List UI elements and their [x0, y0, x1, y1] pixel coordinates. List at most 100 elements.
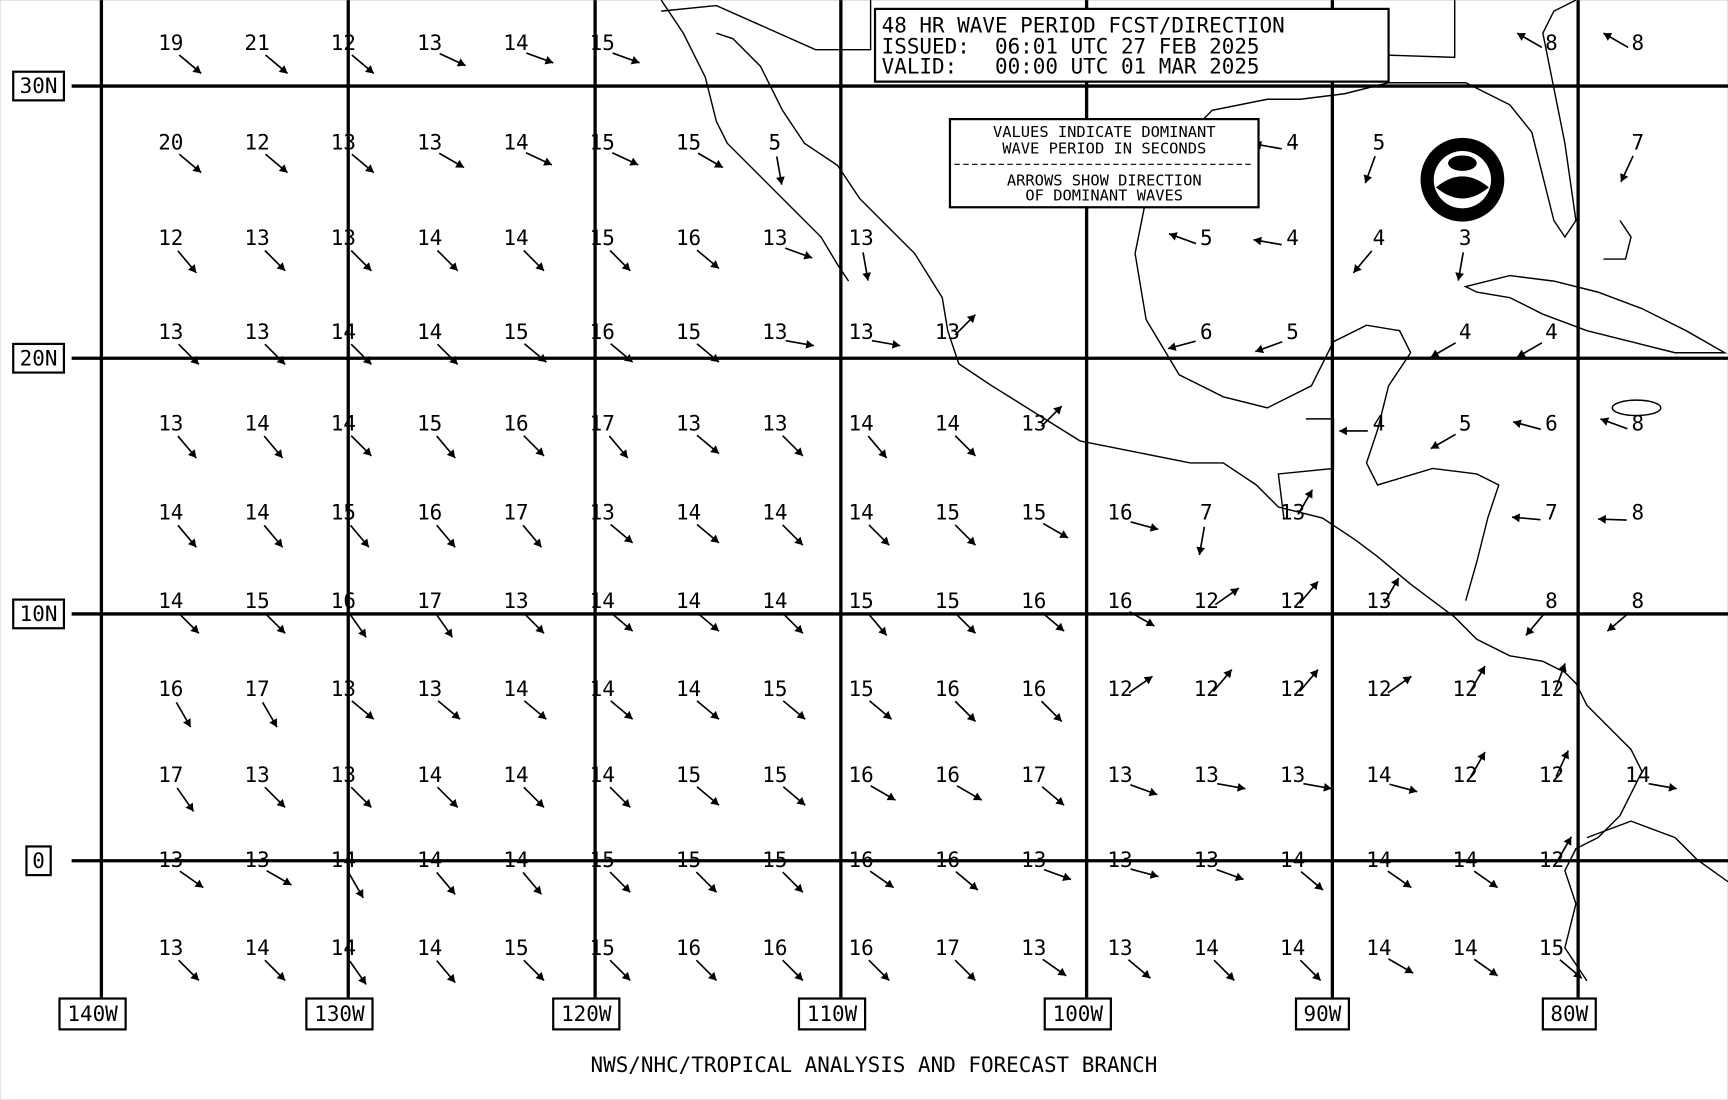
direction-arrow — [1387, 675, 1412, 694]
wave-period: 17 — [158, 763, 183, 787]
direction-arrow — [438, 152, 465, 169]
wave-period: 20 — [158, 130, 183, 154]
direction-arrow — [1040, 700, 1063, 723]
arrow-head — [449, 355, 458, 365]
wave-period: 14 — [1453, 936, 1478, 960]
wave-period: 3 — [1459, 226, 1472, 250]
direction-arrow — [954, 524, 977, 546]
arrow-head — [972, 792, 982, 801]
arrow-head — [710, 445, 719, 454]
direction-arrow — [437, 700, 461, 720]
wave-period: 13 — [762, 320, 787, 344]
arrow-head — [1477, 751, 1485, 761]
arrow-head — [1323, 782, 1332, 792]
direction-arrow — [523, 343, 547, 363]
direction-arrow — [954, 612, 977, 634]
arrow-head — [1391, 577, 1399, 587]
direction-arrow — [522, 524, 543, 548]
wave-period: 17 — [417, 589, 442, 613]
direction-arrow — [775, 156, 785, 185]
arrow-head — [1488, 967, 1498, 976]
wave-period: 16 — [1107, 589, 1132, 613]
direction-arrow — [1167, 340, 1196, 351]
arrow-head — [360, 538, 369, 548]
wave-period: 15 — [935, 501, 960, 525]
wave-period: 15 — [762, 677, 787, 701]
wave-period: 13 — [158, 320, 183, 344]
wave-period: 14 — [762, 501, 787, 525]
wave-period: 15 — [417, 411, 442, 435]
noaa-logo — [1420, 137, 1505, 222]
longitude-label: 120W — [561, 1002, 612, 1026]
wave-period: 16 — [1021, 677, 1046, 701]
direction-arrow — [1255, 340, 1283, 354]
wave-period: 16 — [849, 936, 874, 960]
arrow-head — [878, 626, 887, 636]
arrow-head — [1363, 174, 1373, 184]
wave-period: 12 — [1539, 677, 1564, 701]
direction-arrow — [435, 613, 454, 638]
wave-period: 16 — [1107, 501, 1132, 525]
wave-period: 12 — [1366, 677, 1391, 701]
arrow-head — [1402, 879, 1412, 888]
arrow-head — [1430, 349, 1440, 358]
arrow-head — [1312, 971, 1321, 981]
wave-period: 13 — [935, 320, 960, 344]
wave-period: 14 — [676, 677, 701, 701]
arrow-head — [1149, 523, 1159, 532]
arrow-head — [710, 260, 719, 269]
wave-period: 13 — [158, 848, 183, 872]
arrow-head — [1477, 666, 1485, 675]
wave-period: 4 — [1286, 130, 1299, 154]
wave-period: 17 — [245, 677, 270, 701]
direction-arrow — [696, 434, 720, 455]
direction-arrow — [439, 52, 466, 67]
arrow-head — [1339, 426, 1347, 436]
direction-arrow — [264, 249, 286, 272]
wave-period: 13 — [158, 936, 183, 960]
direction-arrow — [1602, 32, 1629, 49]
wave-period: 15 — [590, 936, 615, 960]
arrow-head — [794, 536, 803, 546]
arrow-head — [192, 65, 202, 74]
arrow-head — [187, 449, 197, 458]
direction-arrow — [609, 786, 631, 809]
wave-period: 16 — [849, 763, 874, 787]
wave-period: 17 — [503, 501, 528, 525]
arrow-head — [805, 339, 814, 349]
wave-period: 8 — [1631, 411, 1644, 435]
header-line: 48 HR WAVE PERIOD FCST/DIRECTION — [882, 14, 1285, 38]
arrow-head — [192, 164, 202, 173]
wave-period: 15 — [676, 848, 701, 872]
arrow-head — [621, 798, 631, 808]
direction-arrow — [695, 959, 718, 982]
wave-period: 14 — [503, 130, 528, 154]
direction-arrow — [351, 700, 375, 720]
wave-period: 14 — [158, 589, 183, 613]
arrow-head — [1055, 796, 1065, 806]
arrow-head — [1517, 349, 1526, 358]
direction-arrow — [868, 524, 890, 546]
arrow-head — [1141, 969, 1151, 979]
direction-arrow — [954, 435, 977, 457]
wave-period: 14 — [676, 589, 701, 613]
direction-arrow — [264, 343, 286, 366]
wave-period: 5 — [769, 130, 782, 154]
arrow-head — [794, 624, 803, 634]
direction-arrow — [179, 870, 204, 889]
wave-period: 19 — [158, 31, 183, 55]
arrow-head — [1598, 514, 1606, 524]
wave-period: 15 — [503, 936, 528, 960]
wave-period: 13 — [1107, 848, 1132, 872]
direction-arrow — [349, 613, 367, 638]
direction-arrow — [1214, 587, 1240, 606]
arrow-head — [533, 538, 542, 548]
wave-period: 14 — [417, 848, 442, 872]
arrow-head — [623, 710, 633, 720]
wave-period: 8 — [1631, 589, 1644, 613]
direction-arrow — [612, 52, 640, 65]
wave-period: 13 — [331, 763, 356, 787]
wave-period: 13 — [1194, 763, 1219, 787]
direction-arrow — [175, 701, 192, 728]
arrow-head — [966, 712, 976, 722]
